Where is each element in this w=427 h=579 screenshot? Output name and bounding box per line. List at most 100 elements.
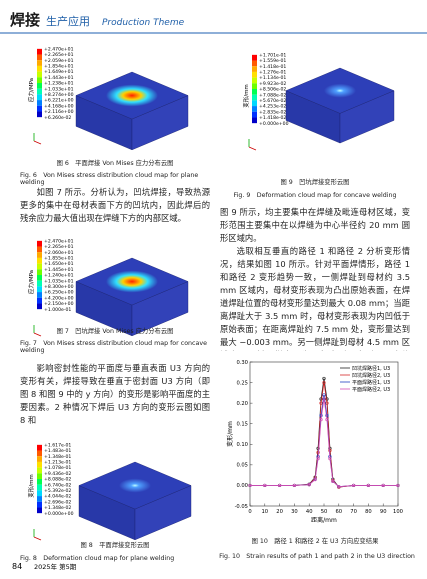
legend-swatch <box>252 77 257 84</box>
legend-swatch <box>37 94 42 101</box>
legend-swatch <box>37 450 42 457</box>
point <box>319 401 323 405</box>
legend-label: +1.443e+01 <box>44 75 74 81</box>
legend-swatch <box>37 496 42 502</box>
caption-en: Fig. 7 Von Mises stress distribution clo… <box>20 340 207 354</box>
legend-swatch <box>37 467 42 474</box>
point <box>322 397 326 401</box>
point <box>381 483 385 488</box>
legend-label: +8.274e+00 <box>44 92 74 98</box>
legend-swatch <box>37 484 42 491</box>
legend-swatch <box>37 88 42 95</box>
legend-label: +9.923e-02 <box>259 81 286 87</box>
point <box>328 457 332 461</box>
page-number: 84 <box>12 562 22 571</box>
point <box>307 483 311 487</box>
series-line <box>250 398 398 488</box>
axis-x <box>33 536 42 541</box>
legend-swatch <box>37 263 42 270</box>
legend-swatch <box>37 252 42 258</box>
legend-label: +4.253e-02 <box>259 104 286 110</box>
paragraph: 影响密封性能的平面度与垂直表面 U3 方向的变形有关，焊接导致在垂直于密封面 U… <box>20 363 210 425</box>
caption-en: Fig. 10 Strain results of path 1 and pat… <box>219 553 415 560</box>
legend-swatch <box>37 100 42 106</box>
caption-en: Fig. 6 Von Mises stress distribution clo… <box>20 172 199 186</box>
legend-swatch <box>37 65 42 72</box>
legend-swatch <box>37 105 42 112</box>
x-axis-label: 距离/mm <box>311 516 337 524</box>
legend-swatch <box>37 246 42 253</box>
legend-label: +1.134e-01 <box>259 75 286 81</box>
point <box>278 483 282 488</box>
legend-label: +1.213e-01 <box>44 460 71 466</box>
hot-zone <box>106 270 158 293</box>
point <box>325 401 329 405</box>
legend-title: 应力/MPa <box>27 270 35 294</box>
legend-swatch <box>37 269 42 275</box>
legend-label: +1.418e-01 <box>259 64 286 70</box>
legend-label: +6.250e+00 <box>44 290 74 296</box>
legend-swatch <box>37 240 42 247</box>
y-tick-label: 0.30 <box>236 360 248 366</box>
legend-swatch <box>37 77 42 83</box>
section-en: Production Theme <box>102 18 185 28</box>
legend-label: +1.238e+01 <box>44 81 74 87</box>
legend-label: +1.000e-01 <box>44 307 71 313</box>
legend-label: +2.265e+01 <box>44 52 74 58</box>
y-axis-label: 变形/mm <box>226 421 234 447</box>
x-tick-label: 10 <box>261 509 268 515</box>
legend-label: +1.276e-01 <box>259 70 286 76</box>
legend-title: 变形/mm <box>242 84 250 108</box>
legend-swatch <box>37 507 42 514</box>
hot-zone <box>324 83 356 98</box>
legend-swatch <box>37 48 42 55</box>
legend-swatch <box>252 54 257 61</box>
point <box>322 393 326 397</box>
point <box>396 483 400 488</box>
legend-label: +8.088e-02 <box>44 477 71 483</box>
legend-label: +1.701e-01 <box>259 52 286 58</box>
legend-label: +8.300e+00 <box>44 284 74 290</box>
caption-en: Fig. 9 Deformation cloud map for concave… <box>233 192 397 199</box>
point <box>319 397 323 401</box>
legend-label: 平面焊路径2, U3 <box>352 386 390 393</box>
x-tick-label: 40 <box>306 509 313 515</box>
legend-swatch <box>252 89 257 95</box>
legend-label: +1.348e-01 <box>44 454 71 460</box>
point <box>248 483 252 488</box>
paragraph: 如图 7 所示。分析认为，凹坑焊接，导致热源更多的集中在母材表面下方的凹坑内，因… <box>20 187 210 223</box>
legend-swatch <box>252 83 257 89</box>
legend-label: +5.670e-02 <box>259 98 286 104</box>
x-tick-label: 60 <box>335 509 342 515</box>
hot-zone <box>119 478 151 493</box>
legend-swatch <box>37 60 42 66</box>
y-tick-label: 0.15 <box>236 422 248 428</box>
caption: 图 9 凹坑焊接变形云图 <box>280 179 350 186</box>
legend-title: 变形/mm <box>27 474 35 498</box>
caption: 图 8 平面焊接变形云图 <box>80 542 150 549</box>
legend-swatch <box>37 280 42 287</box>
legend-label: +2.470e+01 <box>44 46 74 52</box>
legend-label: +7.088e-02 <box>259 92 286 98</box>
point <box>331 479 335 483</box>
legend-label: 平面焊路径1, U3 <box>352 379 390 386</box>
legend-swatch <box>37 286 42 293</box>
axis-x <box>248 146 257 151</box>
y-tick-label: 0.25 <box>236 380 248 386</box>
point <box>366 483 371 488</box>
legend-label: +2.116e+00 <box>44 109 74 115</box>
legend-label: +1.035e+01 <box>44 278 74 284</box>
axis-x <box>33 332 42 337</box>
legend-swatch <box>37 297 42 304</box>
caption: 图 7 凹坑焊接 Von Mises 应力分布云图 <box>56 328 174 335</box>
legend-label: +1.650e+01 <box>44 261 74 267</box>
x-tick-label: 90 <box>380 509 387 515</box>
legend-label: 凹坑焊路径2, U3 <box>352 372 390 379</box>
legend-label: +2.265e+01 <box>44 244 74 250</box>
hot-zone <box>106 84 158 107</box>
legend-title: 应力/MPa <box>27 78 35 102</box>
legend-label: +2.060e+01 <box>44 250 74 256</box>
legend-swatch <box>252 71 257 78</box>
